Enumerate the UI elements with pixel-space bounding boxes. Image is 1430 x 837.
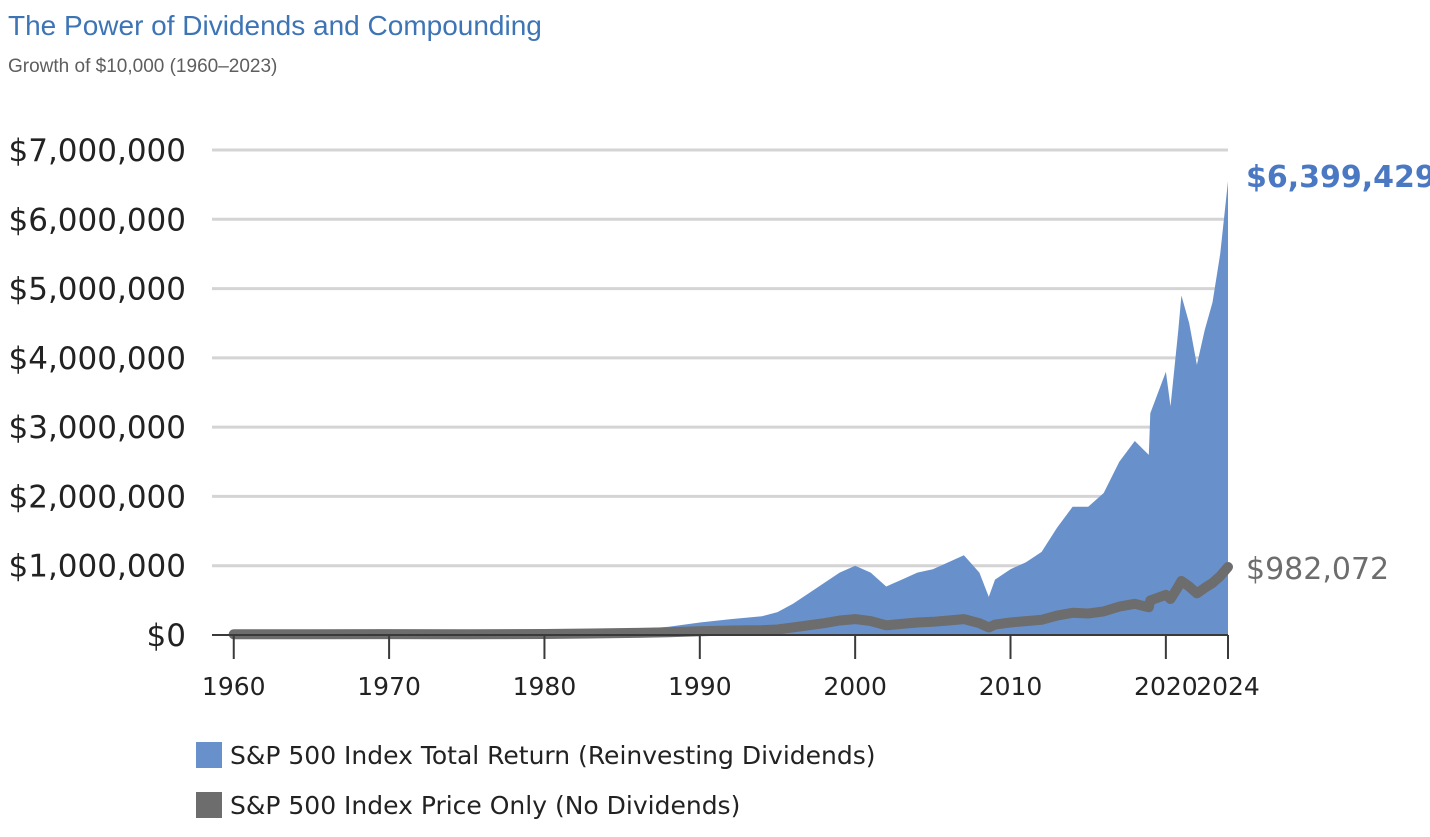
x-tick-label: 1960	[202, 672, 266, 701]
x-tick-label: 2020	[1134, 672, 1198, 701]
x-tick-label: 2010	[979, 672, 1043, 701]
chart-title: The Power of Dividends and Compounding	[8, 10, 542, 41]
y-tick-label: $4,000,000	[9, 341, 187, 377]
grid-lines	[212, 148, 1228, 568]
x-tick-label: 1970	[357, 672, 421, 701]
end-labels: $6,399,429 $982,072	[1246, 160, 1430, 587]
x-tick-label: 1990	[668, 672, 732, 701]
x-tick-label: 1980	[513, 672, 577, 701]
y-tick-label: $7,000,000	[9, 133, 187, 169]
legend-swatch-price-only	[196, 792, 222, 818]
y-axis-tick-labels: $0 $1,000,000 $2,000,000 $3,000,000 $4,000,0…	[9, 133, 187, 654]
legend-label-price-only: S&P 500 Index Price Only (No Dividends)	[230, 790, 741, 820]
x-tick-label: 2000	[823, 672, 887, 701]
y-tick-label: $5,000,000	[9, 272, 187, 308]
y-tick-label: $3,000,000	[9, 410, 187, 446]
series-line-price-only	[228, 562, 1233, 640]
y-tick-label: $1,000,000	[9, 549, 187, 585]
legend-item-price-only: S&P 500 Index Price Only (No Dividends)	[196, 780, 876, 830]
legend-swatch-total-return	[196, 742, 222, 768]
legend-label-total-return: S&P 500 Index Total Return (Reinvesting …	[230, 740, 876, 770]
end-label-price-only: $982,072	[1246, 552, 1389, 587]
x-tick-label: 2024	[1196, 672, 1260, 701]
end-label-total-return: $6,399,429	[1246, 160, 1430, 195]
chart-subtitle: Growth of $10,000 (1960–2023)	[8, 56, 278, 77]
legend: S&P 500 Index Total Return (Reinvesting …	[196, 730, 876, 830]
y-tick-label: $0	[147, 618, 186, 654]
y-tick-label: $6,000,000	[9, 202, 187, 238]
y-tick-label: $2,000,000	[9, 479, 187, 515]
series-area-total-return	[233, 181, 1228, 635]
legend-item-total-return: S&P 500 Index Total Return (Reinvesting …	[196, 730, 876, 780]
series-layer	[228, 181, 1233, 640]
